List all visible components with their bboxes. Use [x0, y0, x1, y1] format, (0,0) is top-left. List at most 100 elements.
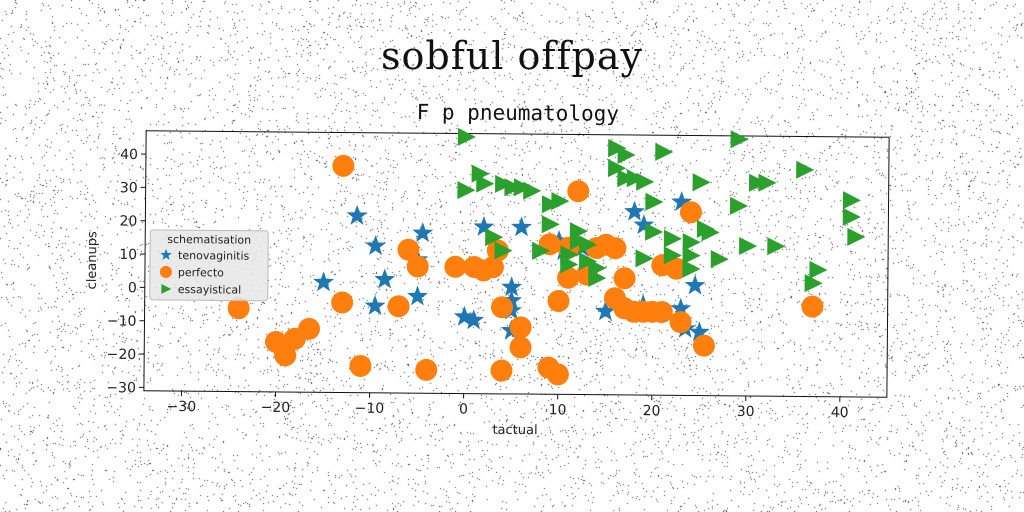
data-point-essayistical	[457, 127, 476, 146]
x-axis-label: tactual	[492, 423, 537, 438]
data-point-essayistical	[608, 139, 627, 158]
data-point-perfecto	[692, 334, 715, 357]
data-point-tenovaginitis	[463, 309, 485, 330]
data-point-essayistical	[663, 246, 682, 265]
data-point-essayistical	[626, 169, 645, 188]
x-tick-label: 20	[643, 403, 661, 419]
data-point-perfecto	[331, 291, 354, 314]
plot-area: F p pneumatology −30 −20 −10 0 10 20 30 40 −30 −2…	[85, 100, 890, 438]
data-point-essayistical	[645, 192, 664, 211]
data-point-essayistical	[617, 145, 636, 164]
data-point-essayistical	[588, 258, 607, 277]
data-point-essayistical	[730, 130, 749, 149]
data-point-tenovaginitis	[684, 274, 706, 295]
data-point-perfecto	[604, 237, 627, 260]
data-point-essayistical	[569, 232, 588, 251]
y-tick-label: −20	[107, 347, 137, 363]
data-point-essayistical	[504, 178, 523, 197]
data-point-essayistical	[682, 259, 701, 278]
legend-label-essayistical: essayistical	[178, 283, 242, 297]
data-point-perfecto	[387, 295, 410, 318]
data-point-essayistical	[842, 191, 861, 210]
x-tick-label: 30	[737, 404, 755, 420]
legend-marker-perfecto	[159, 265, 172, 278]
data-point-essayistical	[579, 235, 598, 254]
x-tick-label: 0	[459, 402, 468, 418]
data-points	[227, 127, 866, 386]
legend-marker-essayistical	[161, 283, 172, 294]
data-point-essayistical	[809, 260, 828, 279]
data-point-essayistical	[495, 174, 514, 193]
data-point-essayistical	[748, 173, 768, 192]
data-point-tenovaginitis	[374, 268, 396, 289]
data-point-essayistical	[682, 233, 701, 252]
data-point-perfecto	[298, 317, 321, 340]
data-point-tenovaginitis	[670, 297, 692, 318]
legend-label-perfecto: perfecto	[178, 266, 224, 279]
data-point-perfecto	[491, 296, 514, 319]
data-point-perfecto	[274, 344, 297, 367]
data-point-perfecto	[397, 238, 420, 261]
data-point-essayistical	[608, 159, 627, 178]
data-point-essayistical	[645, 222, 664, 241]
legend-label-tenovaginitis: tenovaginitis	[178, 249, 250, 263]
data-point-essayistical	[842, 207, 861, 226]
data-point-essayistical	[663, 229, 682, 248]
y-tick-label: 20	[119, 214, 137, 230]
data-point-essayistical	[541, 195, 560, 214]
legend-marker-tenovaginitis	[160, 248, 172, 260]
figure-title: sobful offpay	[381, 34, 643, 78]
data-point-essayistical	[847, 227, 866, 246]
y-tick-label: 30	[120, 180, 138, 196]
data-point-essayistical	[796, 160, 815, 179]
data-point-essayistical	[578, 252, 598, 271]
data-point-tenovaginitis	[364, 295, 386, 316]
x-tick-label: 10	[549, 402, 567, 418]
data-point-tenovaginitis	[624, 200, 645, 221]
data-point-essayistical	[485, 228, 504, 247]
data-point-perfecto	[490, 359, 513, 382]
y-axis-label: cleanups	[85, 231, 101, 290]
data-point-tenovaginitis	[412, 222, 434, 243]
data-point-essayistical	[541, 215, 560, 234]
data-point-essayistical	[655, 142, 674, 161]
data-point-perfecto	[546, 363, 569, 386]
data-point-essayistical	[457, 181, 476, 200]
data-point-essayistical	[617, 169, 636, 188]
data-point-essayistical	[729, 196, 749, 215]
x-tick-label: −10	[355, 401, 385, 417]
data-point-tenovaginitis	[346, 204, 368, 225]
x-tick-label: −30	[167, 399, 197, 415]
legend-box	[149, 229, 269, 302]
data-point-perfecto	[679, 201, 702, 224]
data-point-perfecto	[613, 267, 636, 290]
data-point-tenovaginitis	[501, 276, 523, 297]
data-point-tenovaginitis	[313, 271, 335, 292]
legend-title: schematisation	[167, 233, 251, 247]
data-point-essayistical	[494, 241, 513, 260]
data-point-essayistical	[692, 173, 711, 192]
data-point-essayistical	[635, 249, 654, 268]
data-point-essayistical	[560, 255, 579, 274]
data-point-essayistical	[532, 241, 551, 260]
y-tick-label: −10	[107, 313, 137, 329]
data-point-essayistical	[513, 178, 532, 197]
data-point-essayistical	[476, 174, 495, 193]
data-point-essayistical	[701, 223, 720, 242]
legend-items: tenovaginitis perfecto essayistical	[159, 248, 250, 297]
data-point-essayistical	[804, 274, 823, 293]
data-point-tenovaginitis	[688, 321, 710, 342]
axes-frame	[143, 130, 890, 398]
data-point-essayistical	[551, 191, 570, 210]
data-point-tenovaginitis	[633, 214, 655, 235]
data-point-tenovaginitis	[511, 216, 533, 237]
data-point-essayistical	[471, 164, 490, 183]
data-point-perfecto	[801, 295, 824, 318]
chart-title: F p pneumatology	[417, 100, 619, 126]
data-point-tenovaginitis	[473, 216, 495, 236]
data-point-perfecto	[349, 354, 372, 377]
data-point-perfecto	[332, 154, 355, 177]
y-tick-label: 0	[128, 280, 137, 296]
data-point-essayistical	[636, 172, 655, 191]
